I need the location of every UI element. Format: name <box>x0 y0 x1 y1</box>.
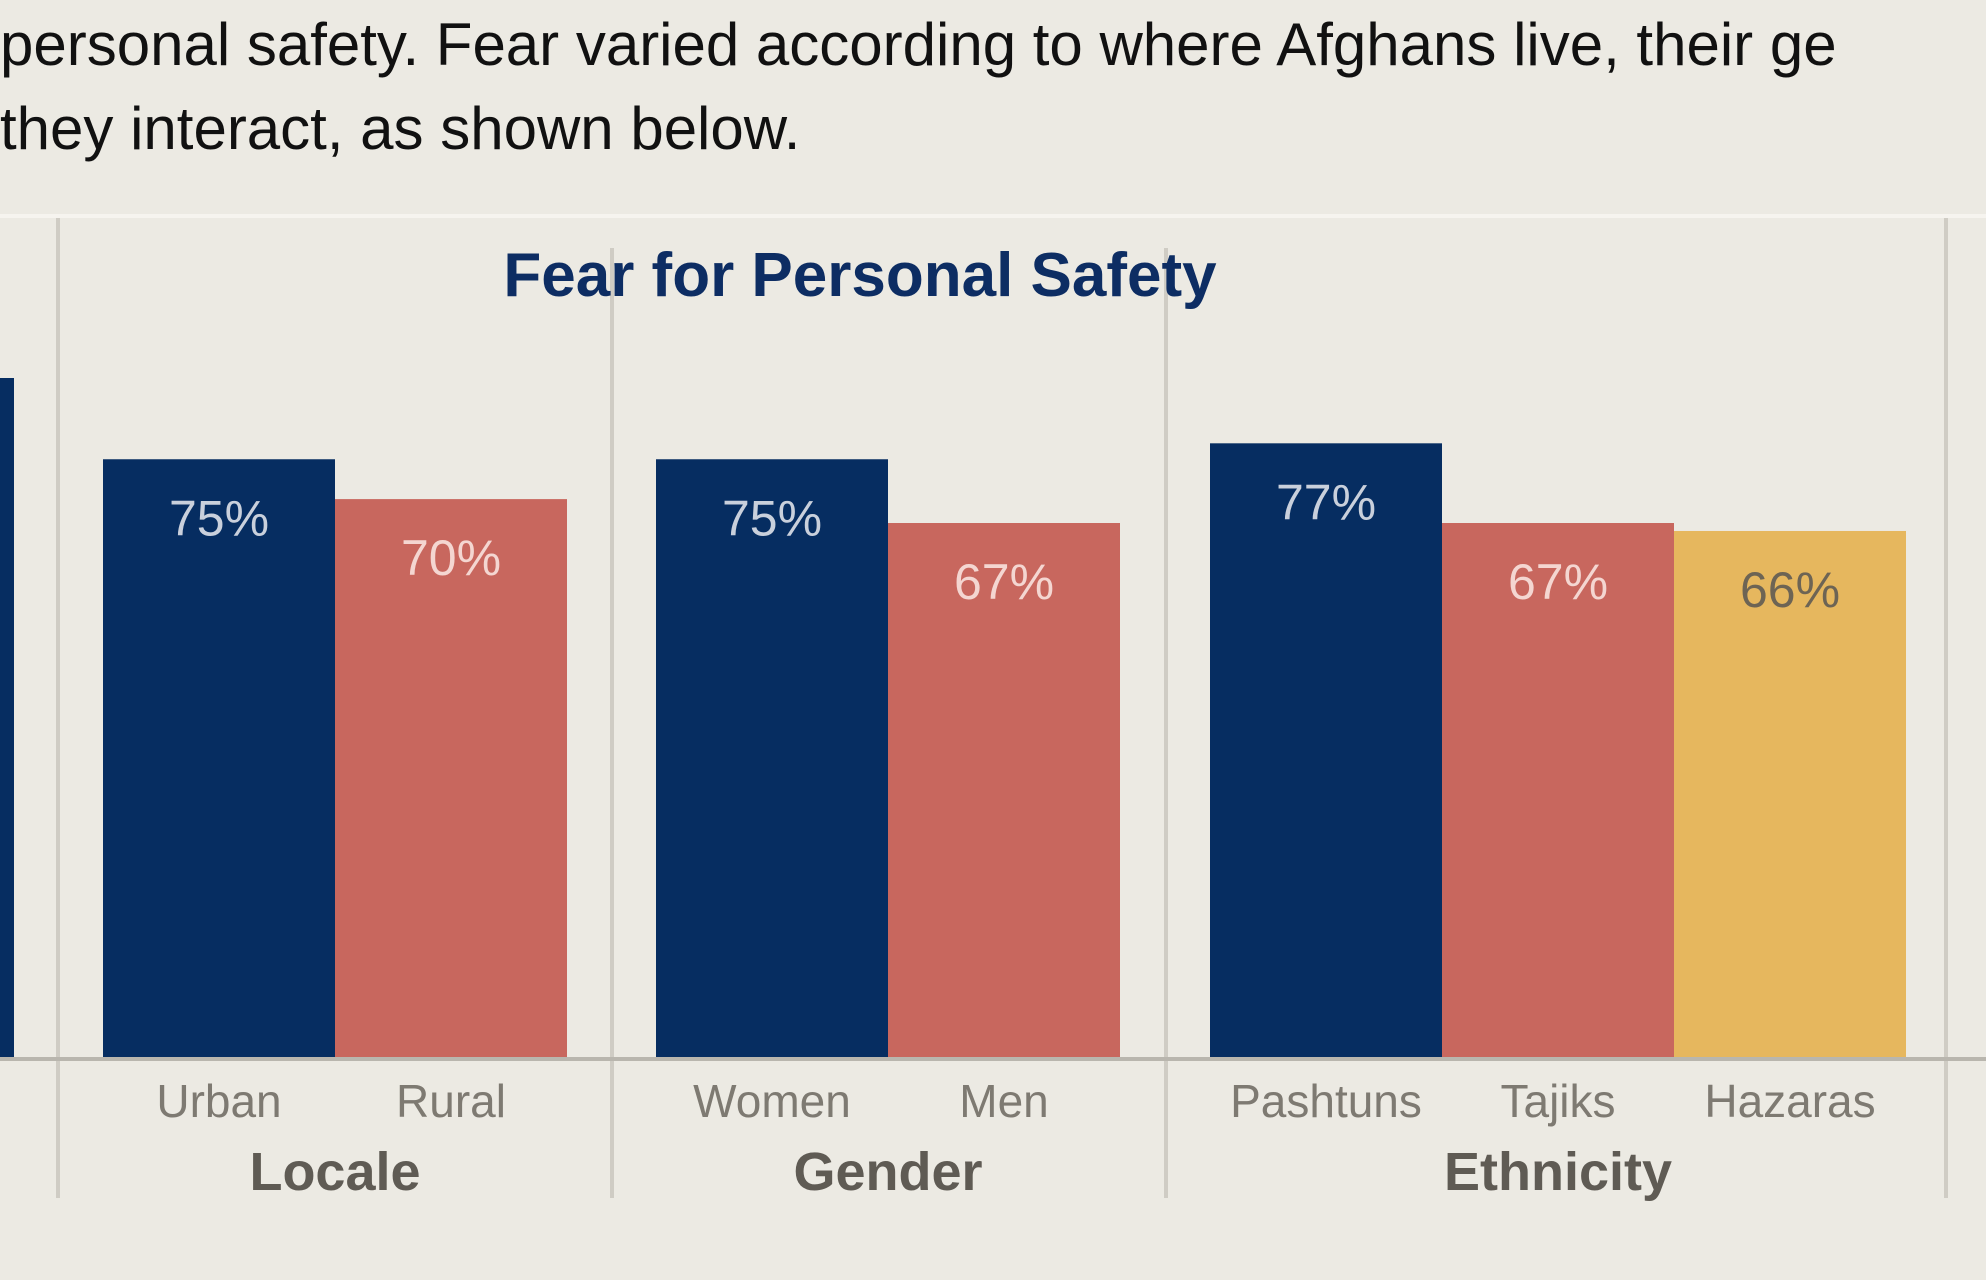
category-label: Tajiks <box>1500 1075 1615 1127</box>
bar-value-label: 75% <box>169 490 269 546</box>
chart-title: Fear for Personal Safety <box>503 241 1217 310</box>
bar <box>1674 530 1906 1057</box>
bar <box>1210 443 1442 1057</box>
group-label: Gender <box>793 1142 982 1202</box>
bar-value-label: 67% <box>954 554 1054 610</box>
chart-panel: Fear for Personal Safety 75% Urban 70% Rural… <box>0 214 1986 1280</box>
category-label: Women <box>693 1075 851 1127</box>
category-label: Rural <box>396 1075 506 1127</box>
intro-line-1: personal safety. Fear varied according t… <box>0 11 1837 78</box>
group-label: Ethnicity <box>1444 1142 1672 1202</box>
intro-text: personal safety. Fear varied according t… <box>0 0 1986 210</box>
bar <box>335 499 567 1058</box>
category-label: Pashtuns <box>1230 1075 1422 1127</box>
category-label: Hazaras <box>1704 1075 1875 1127</box>
bar-value-label: 77% <box>1276 474 1376 530</box>
group-label: Locale <box>249 1142 420 1202</box>
bar-value-label: 75% <box>722 490 822 546</box>
partial-edge-bar <box>0 378 14 1057</box>
bar <box>1442 523 1674 1057</box>
bar-value-label: 70% <box>401 530 501 586</box>
category-label: Men <box>959 1075 1048 1127</box>
bar <box>656 459 888 1057</box>
intro-line-2: they interact, as shown below. <box>0 95 801 162</box>
bar-value-label: 66% <box>1740 562 1840 618</box>
bar <box>103 459 335 1057</box>
fear-for-personal-safety-chart: Fear for Personal Safety 75% Urban 70% Rural… <box>0 218 1986 1202</box>
category-label: Urban <box>156 1075 281 1127</box>
bar-value-label: 67% <box>1508 554 1608 610</box>
bar <box>888 523 1120 1057</box>
